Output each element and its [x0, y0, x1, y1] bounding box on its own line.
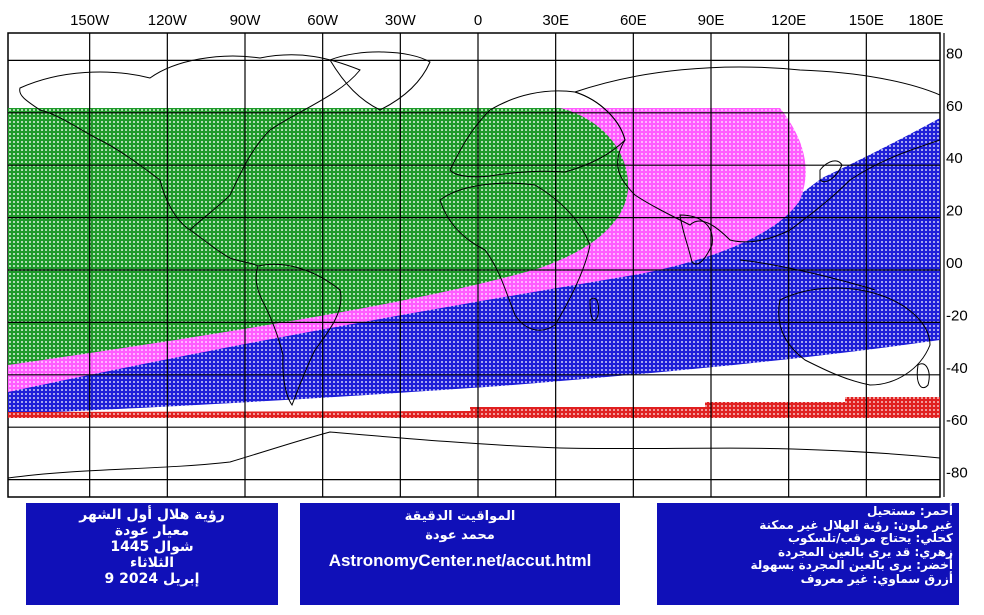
- title-line-3: شوال 1445: [110, 539, 194, 555]
- credit-heading: المواقيت الدقيقة: [404, 509, 516, 524]
- legend-navy: كحلي: يحتاج مرقب/تلسكوب: [787, 531, 953, 545]
- lon-label: 120E: [771, 12, 806, 29]
- title-line-5: 9 إبريل 2024: [104, 571, 200, 587]
- lat-label: 60: [946, 98, 963, 115]
- legend-red: أحمر: مستحيل: [866, 504, 953, 518]
- lat-label: 80: [946, 45, 963, 62]
- lon-label: 30E: [542, 12, 569, 29]
- title-line-4: الثلاثاء: [129, 555, 175, 571]
- lon-label: 30W: [385, 12, 417, 29]
- lon-label: 150W: [70, 12, 110, 29]
- lat-label: 00: [946, 255, 963, 272]
- lon-label: 90E: [698, 12, 725, 29]
- title-panel: رؤية هلال أول الشهر معيار عودة شوال 1445…: [26, 503, 278, 605]
- credit-panel: المواقيت الدقيقة محمد عودة AstronomyCent…: [300, 503, 620, 605]
- title-line-1: رؤية هلال أول الشهر: [79, 507, 225, 523]
- lon-label: 60E: [620, 12, 647, 29]
- lat-label: -80: [946, 465, 968, 482]
- lon-label: 150E: [849, 12, 884, 29]
- lon-label: 120W: [148, 12, 188, 29]
- legend-panel: أحمر: مستحيل غير ملون: رؤية الهلال غير م…: [657, 503, 959, 605]
- lat-label: -20: [946, 307, 968, 324]
- legend-pink: زهري: قد يرى بالعين المجردة: [778, 544, 953, 559]
- legend-uncolored: غير ملون: رؤية الهلال غير ممكنة: [759, 517, 953, 532]
- lon-label: 0: [474, 12, 482, 29]
- graticule: [8, 33, 945, 497]
- credit-url[interactable]: AstronomyCenter.net/accut.html: [328, 551, 592, 570]
- zone-green: [8, 108, 629, 365]
- lat-label: -40: [946, 360, 968, 377]
- lat-label: 40: [946, 150, 963, 167]
- lat-label: 20: [946, 203, 963, 220]
- legend-sky-blue: أزرق سماوي: غير معروف: [800, 571, 953, 586]
- title-line-2: معيار عودة: [114, 523, 190, 539]
- lat-label: -60: [946, 412, 968, 429]
- longitude-labels: 150W 120W 90W 60W 30W 0 30E 60E 90E 120E 150E 180E: [70, 12, 943, 29]
- credit-author: محمد عودة: [425, 528, 495, 543]
- lon-label: 60W: [307, 12, 339, 29]
- zone-red: [8, 397, 940, 418]
- lon-label: 90W: [230, 12, 262, 29]
- coastlines: [8, 51, 940, 479]
- lon-label: 180E: [908, 12, 943, 29]
- latitude-labels: 80 60 40 20 00 -20 -40 -60 -80: [946, 45, 968, 481]
- legend-green: أخضر: يرى بالعين المجردة بسهولة: [750, 558, 953, 572]
